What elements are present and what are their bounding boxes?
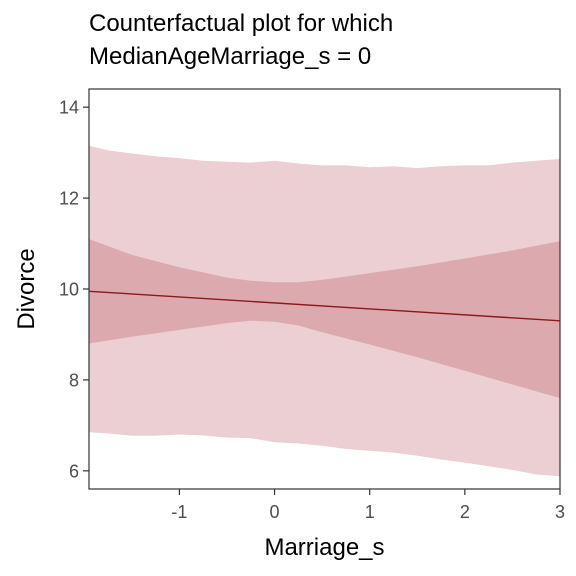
y-tick-label: 10 [59,280,79,300]
mean-line [88,290,561,322]
x-tick-label: 2 [460,502,470,522]
y-tick-label: 14 [59,98,79,118]
x-tick-label: -1 [171,502,187,522]
y-axis-title: Divorce [13,248,40,329]
chart-title-line-1: Counterfactual plot for which [89,10,394,37]
x-tick-label: 1 [365,502,375,522]
y-tick-label: 6 [69,461,79,481]
x-axis-title: Marriage_s [264,534,384,561]
chart-title-line-2: MedianAgeMarriage_s = 0 [89,43,372,70]
x-tick-label: 3 [555,502,565,522]
y-tick-label: 12 [59,189,79,209]
y-tick-label: 8 [69,370,79,390]
mean-interval-band [89,239,560,399]
x-tick-label: 0 [270,502,280,522]
